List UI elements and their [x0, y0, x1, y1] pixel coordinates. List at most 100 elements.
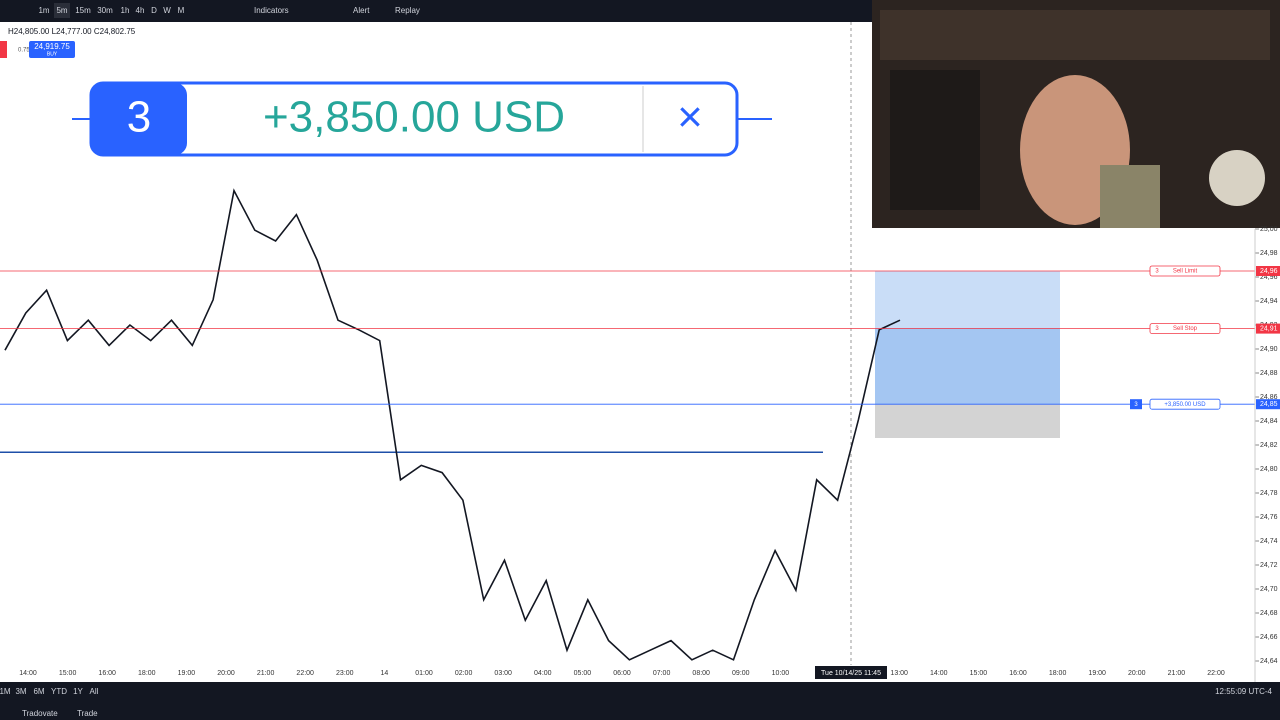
sell-button[interactable]: [0, 41, 7, 58]
order-axis-label: 24,85: [1260, 401, 1278, 408]
buy-button[interactable]: [29, 41, 75, 58]
time-tick-label: 15:00: [970, 670, 988, 677]
order-axis-bg: [1256, 399, 1280, 410]
price-tick-label: 24,74: [1260, 538, 1278, 545]
order-qty-bg: [1130, 399, 1142, 410]
webcam-shelf: [880, 10, 1270, 60]
crosshair-time-bg: [815, 666, 887, 679]
time-tick-label: 18:00: [138, 670, 156, 677]
time-tick-label: 07:00: [653, 670, 671, 677]
order-label: Sell Limit: [1173, 269, 1198, 275]
price-tick-label: 24,86: [1260, 394, 1278, 401]
time-tick-label: 21:00: [1168, 670, 1186, 677]
interval-button[interactable]: W: [163, 6, 171, 15]
price-tick-label: 24,72: [1260, 562, 1278, 569]
order-qty: 3: [1155, 326, 1159, 332]
price-axis-bg: [1255, 229, 1280, 682]
time-tick-label: 20:00: [217, 670, 235, 677]
broker[interactable]: Tradovate: [22, 709, 58, 718]
time-tick-label: 21:00: [257, 670, 275, 677]
top-toolbar: [0, 0, 872, 22]
time-tick-label: 08:00: [692, 670, 710, 677]
price-tick-label: 24,84: [1260, 418, 1278, 425]
interval-button[interactable]: 30m: [97, 6, 113, 15]
webcam-shirt: [1100, 165, 1160, 228]
price-line: [4, 188, 901, 661]
time-tick-label: 23:00: [336, 670, 354, 677]
time-tick-label: 09:00: [732, 670, 750, 677]
range-button[interactable]: 6M: [33, 687, 44, 696]
time-tick-label: 14:00: [930, 670, 948, 677]
price-tick-label: 24,66: [1260, 634, 1278, 641]
order-tag[interactable]: [1149, 323, 1221, 335]
interval-button[interactable]: 5m: [56, 6, 67, 15]
order-axis-bg: [1256, 266, 1280, 276]
time-tick-label: 13:00: [890, 670, 908, 677]
range-button[interactable]: All: [90, 687, 99, 696]
time-tick-label: 15:00: [59, 670, 77, 677]
order-label: Sell Stop: [1173, 326, 1198, 332]
price-tick-label: 24,78: [1260, 490, 1278, 497]
replay-button[interactable]: Replay: [395, 6, 420, 15]
price-tick-label: 24,70: [1260, 586, 1278, 593]
range-button[interactable]: 3M: [15, 687, 26, 696]
order-axis-label: 24,91: [1260, 325, 1278, 332]
clock: 12:55:09 UTC-4: [1215, 687, 1272, 696]
range-button[interactable]: 1M: [0, 687, 11, 696]
interval-active[interactable]: [54, 3, 70, 18]
order-axis-label: 24,96: [1260, 268, 1278, 275]
buy-price[interactable]: 24,919.75: [34, 42, 70, 51]
time-tick-label: 04:00: [534, 670, 552, 677]
range-button[interactable]: YTD: [51, 687, 67, 696]
time-tick-label: 19:00: [1088, 670, 1106, 677]
interval-button[interactable]: D: [151, 6, 157, 15]
buy-label[interactable]: BUY: [47, 51, 58, 57]
time-tick-label: 03:00: [494, 670, 512, 677]
risk-zone: [875, 404, 1060, 438]
time-tick-label: 06:00: [613, 670, 631, 677]
time-tick-label: 16:00: [98, 670, 116, 677]
time-tick-label: 01:00: [415, 670, 433, 677]
price-tick-label: 24,68: [1260, 610, 1278, 617]
order-label: +3,850.00 USD: [1164, 402, 1206, 408]
interval-button[interactable]: M: [178, 6, 185, 15]
price-tick-label: 24,80: [1260, 466, 1278, 473]
price-tick-label: 24,90: [1260, 346, 1278, 353]
time-tick-label: 05:00: [574, 670, 592, 677]
interval-button[interactable]: 4h: [136, 6, 145, 15]
time-tick-label: 16:00: [1009, 670, 1027, 677]
overlay-qty-bg: [91, 83, 187, 155]
spread: 0.75: [18, 48, 30, 54]
time-tick-label: 22:00: [296, 670, 314, 677]
bottom-bar: [0, 682, 1280, 720]
webcam-chair: [890, 70, 980, 210]
time-tick-label: 20:00: [1128, 670, 1146, 677]
overlay-close[interactable]: ×: [677, 93, 703, 142]
range-button[interactable]: 1Y: [73, 687, 83, 696]
target-zone-lower: [875, 328, 1060, 404]
order-qty: 3: [1134, 402, 1138, 408]
order-tag[interactable]: [1149, 265, 1221, 277]
interval-button[interactable]: 1m: [38, 6, 49, 15]
price-tick-label: 24,96: [1260, 274, 1278, 281]
overlay-pnl: +3,850.00 USD: [263, 93, 565, 142]
interval-button[interactable]: 1h: [121, 6, 130, 15]
alert-button[interactable]: Alert: [353, 6, 370, 15]
interval-button[interactable]: 15m: [75, 6, 91, 15]
target-zone-upper: [875, 271, 1060, 328]
ohlc: H24,805.00 L24,777.00 C24,802.75: [8, 27, 136, 36]
indicators-button[interactable]: Indicators: [254, 6, 289, 15]
price-tick-label: 24,64: [1260, 658, 1278, 665]
price-tick-label: 25,00: [1260, 226, 1278, 233]
time-tick-label: 18:00: [1049, 670, 1067, 677]
price-tick-label: 24,94: [1260, 298, 1278, 305]
time-tick-label: 14:00: [19, 670, 37, 677]
crosshair-time: Tue 10/14/25 11:45: [821, 670, 881, 677]
order-tag[interactable]: [1149, 398, 1221, 410]
time-tick-label: 19:00: [178, 670, 196, 677]
time-tick-label: 02:00: [455, 670, 473, 677]
time-tick-label: 10:00: [772, 670, 790, 677]
trade-tab[interactable]: Trade: [77, 709, 98, 718]
price-tick-label: 24,76: [1260, 514, 1278, 521]
